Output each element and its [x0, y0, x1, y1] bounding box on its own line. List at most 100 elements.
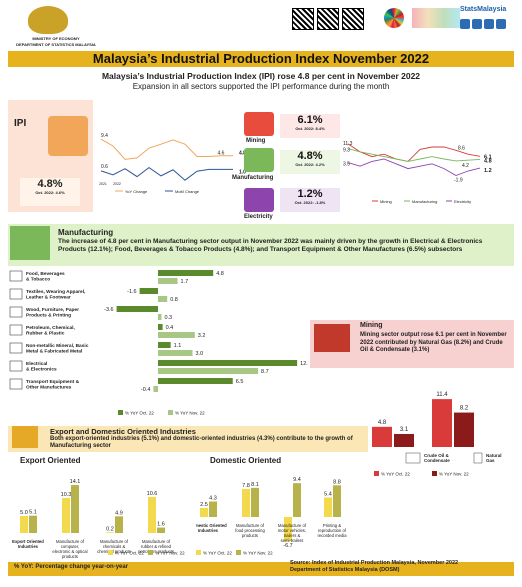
data-label: 4.3: [209, 496, 217, 502]
category-label: Petroleum, Chemical,: [26, 325, 75, 331]
bar: [158, 378, 233, 384]
bar: [251, 487, 259, 517]
bar: [115, 516, 123, 533]
data-label: 3.0: [196, 351, 204, 357]
legend-label-nov: % YoY Nov. 22: [155, 551, 185, 556]
series-line-mining: [347, 143, 481, 162]
mining-subsector-chart: 4.8 3.1 11.4 8.2 Crude Oil &Condensate Natura…: [372, 392, 502, 477]
legend-label-oct: % YoY Oct. 22: [203, 551, 232, 556]
mining-oct: Oct. 2022: 8.4%: [295, 126, 325, 131]
manufacturing-value-box: 4.8% Oct. 2022: 4.2%: [280, 150, 340, 174]
bar: [333, 485, 341, 517]
source-line2: Department of Statistics Malaysia (DOSM): [290, 567, 400, 573]
category-label: recorded media: [317, 533, 347, 538]
data-label: 4.2: [462, 163, 469, 169]
manufacturing-value: 4.8%: [297, 150, 323, 162]
bar: [158, 296, 168, 302]
bar: [284, 517, 292, 542]
bar: [20, 516, 28, 533]
bar: [106, 532, 114, 533]
data-label: -6.7: [283, 543, 292, 549]
sector-name-manufacturing: Manufacturing: [232, 175, 274, 181]
yoy-note: % YoY: Percentage change year-on-year: [14, 564, 129, 570]
ipi-oct: Oct. 2022: 4.6%: [35, 190, 65, 195]
electricity-value-box: 1.2% Oct. 2022: -1.8%: [280, 188, 340, 212]
ministry-name: MINISTRY OF ECONOMY: [32, 36, 80, 41]
social-icons[interactable]: [460, 16, 508, 34]
data-label: 1.2: [484, 168, 492, 174]
category-label: Rubber & Plastic: [26, 331, 65, 337]
data-label: 3.5: [343, 162, 350, 168]
bar: [29, 515, 37, 533]
twitter-icon[interactable]: [496, 19, 506, 29]
data-label: 8.1: [251, 482, 259, 488]
sdg-wheel-icon: [384, 8, 404, 28]
qr-code-icon[interactable]: [292, 8, 314, 30]
bar: [148, 496, 156, 533]
data-label: -1.9: [454, 178, 463, 184]
data-label: 0.8: [170, 297, 178, 303]
bar: [242, 488, 250, 517]
bar: [116, 306, 158, 312]
sector-trend-chart: 11.39.3 3.5 6.14.8 1.2 -1.9 8.6 4.2 Mining Manuf…: [343, 141, 492, 204]
legend-swatch-nov: [148, 550, 153, 555]
bar: [209, 501, 217, 517]
data-label: 9.4: [101, 133, 108, 139]
category-label: Condensate: [424, 458, 450, 463]
category-label: Crude Oil &: [424, 453, 450, 458]
category-label: Natural: [486, 453, 502, 458]
category-label: products: [62, 554, 78, 559]
qr-code-icon[interactable]: [342, 8, 364, 30]
bar: [394, 433, 414, 447]
category-label: Other Manufactures: [26, 385, 72, 391]
series-line-manufacturing: [347, 148, 481, 162]
data-label: 8.2: [460, 406, 469, 412]
category-label: Domestic Oriented: [196, 523, 227, 528]
category-label: Export Oriented: [12, 539, 44, 544]
factory-icon: [48, 116, 88, 156]
bar: [200, 508, 208, 517]
category-label: reproduction of: [318, 528, 347, 533]
legend-label-oct: % YoY Oct. 22: [115, 551, 144, 556]
data-label: 8.8: [333, 479, 341, 485]
gas-tank-icon: [473, 452, 483, 464]
data-label: 0.4: [166, 325, 174, 331]
electricity-icon: [244, 188, 274, 212]
manufacturing-oct: Oct. 2022: 4.2%: [295, 162, 325, 167]
data-label: 4.8: [239, 151, 246, 157]
category-label: Manufacture of: [100, 539, 129, 544]
export-domestic-section: [8, 426, 368, 452]
legend-swatch-nov: [432, 471, 437, 476]
data-label: 4.8: [216, 271, 224, 277]
data-label: 3.1: [400, 427, 409, 433]
youtube-icon[interactable]: [484, 19, 494, 29]
category-label: chemicals &: [103, 544, 126, 549]
instagram-icon[interactable]: [472, 19, 482, 29]
category-label: Manufacture of: [278, 523, 307, 528]
legend-label-nov: % YoY Nov. 22: [175, 411, 205, 416]
subsector-icon: [9, 378, 23, 390]
category-label: Textiles, Wearing Apparel,: [26, 289, 86, 295]
electricity-oct: Oct. 2022: -1.8%: [294, 200, 326, 205]
legend-swatch-nov: [236, 550, 241, 555]
subsector-icon: [9, 306, 23, 318]
manufacturing-icon: [244, 148, 274, 172]
facebook-icon[interactable]: [460, 19, 470, 29]
subsector-icon: [9, 360, 23, 372]
data-label: 12.1: [300, 361, 308, 367]
subsector-icon: [9, 270, 23, 282]
oil-rig-icon: [314, 324, 350, 352]
legend-label-yoy: YoY Change: [125, 189, 148, 194]
category-label: products: [242, 533, 258, 538]
legend-label-oct: % YoY Oct. 22: [381, 472, 410, 477]
qr-code-icon[interactable]: [317, 8, 339, 30]
data-label: 2.5: [200, 502, 208, 508]
ipi-value-box: 4.8% Oct. 2022: 4.6%: [20, 178, 80, 206]
data-label: 9.3: [343, 148, 350, 154]
sector-name-electricity: Electricity: [244, 214, 273, 220]
bar: [454, 412, 474, 447]
data-label: 10.3: [61, 492, 72, 498]
bar: [158, 278, 178, 284]
data-label: 6.5: [236, 379, 244, 385]
